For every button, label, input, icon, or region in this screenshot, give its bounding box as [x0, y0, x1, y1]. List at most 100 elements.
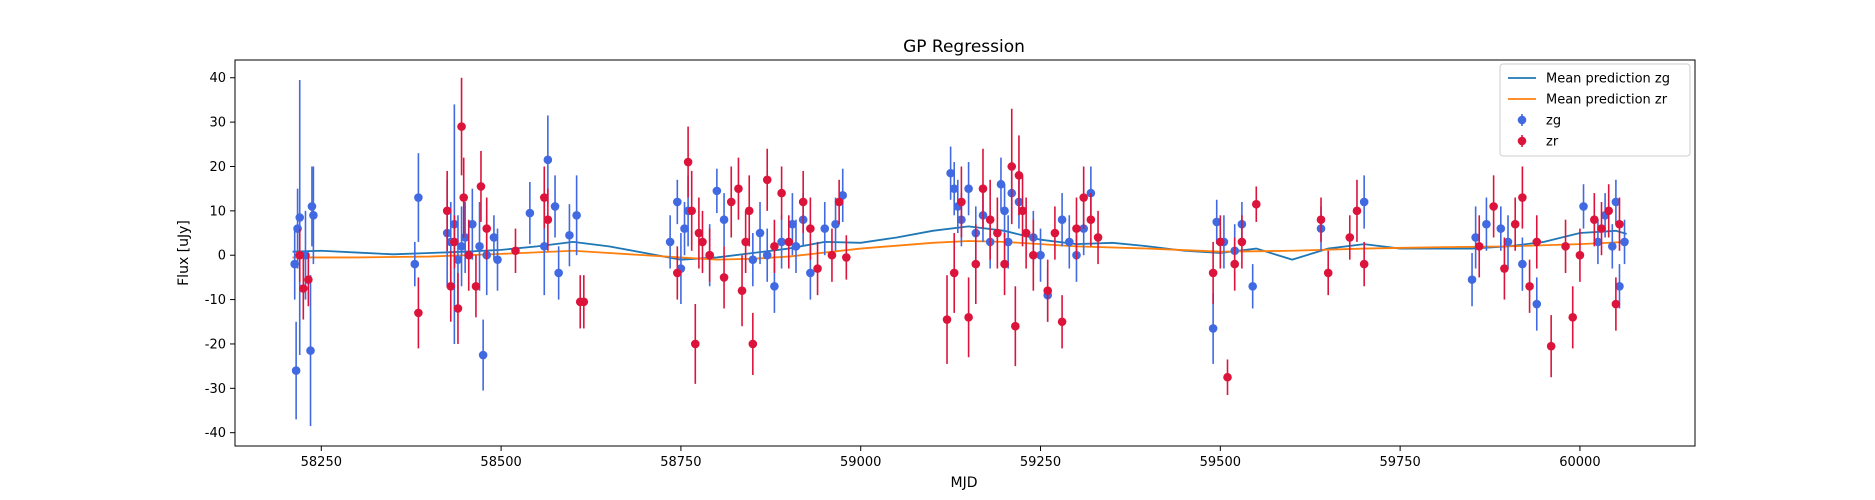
data-point-zr	[1575, 250, 1585, 260]
data-point-zr	[993, 228, 1002, 238]
legend-box	[1499, 63, 1691, 157]
data-point-zr	[985, 215, 995, 225]
data-point-zg	[550, 202, 560, 211]
data-point-zr	[1568, 313, 1578, 322]
data-point-zg	[468, 219, 477, 229]
data-point-zr	[579, 297, 589, 307]
legend-entry-label: zg	[1546, 114, 1561, 129]
data-point-zg	[755, 228, 765, 238]
data-point-zr	[1043, 286, 1053, 296]
data-point-zr	[1615, 219, 1624, 229]
data-point-zg	[1036, 250, 1045, 260]
data-point-zr	[471, 281, 481, 291]
data-point-zg	[1000, 206, 1009, 216]
y-tick-label: -30	[205, 382, 226, 397]
data-point-zg	[1057, 215, 1067, 225]
data-point-zg	[493, 255, 502, 264]
data-point-zr	[1018, 206, 1027, 216]
legend-entry-label: Mean prediction zg	[1546, 72, 1670, 87]
data-point-zg	[410, 259, 420, 269]
data-point-zg	[489, 233, 499, 242]
legend: Mean prediction zg Mean prediction zr zg zr	[1499, 63, 1691, 157]
series-zr	[295, 77, 1624, 395]
x-tick-label: 58750	[660, 455, 701, 470]
data-point-zg	[748, 255, 758, 264]
y-tick-label: -10	[205, 293, 226, 308]
data-point-zr	[1597, 224, 1606, 233]
data-point-zg	[293, 224, 302, 233]
data-point-zr	[1050, 228, 1060, 238]
data-point-zr	[1208, 268, 1218, 278]
data-point-zr	[1500, 264, 1509, 273]
x-axis-label: MJD	[951, 475, 978, 491]
data-point-zr	[414, 308, 423, 318]
data-point-zg	[453, 255, 463, 264]
data-point-zg	[806, 268, 815, 278]
data-point-zr	[543, 215, 553, 225]
data-point-zr	[1532, 237, 1542, 247]
data-point-zr	[1086, 215, 1096, 225]
data-point-zg	[762, 250, 772, 260]
y-tick-label: -20	[205, 337, 226, 352]
data-point-zg	[1359, 197, 1369, 207]
data-point-zg	[996, 179, 1006, 189]
data-point-zr	[1000, 259, 1009, 269]
data-point-zr	[1518, 193, 1527, 202]
data-point-zg	[1496, 224, 1506, 233]
data-point-zg	[1482, 219, 1491, 229]
legend-marker-swatch	[1517, 115, 1527, 125]
data-point-zg	[1532, 299, 1542, 309]
data-point-zr	[1237, 237, 1247, 247]
data-point-zr	[744, 206, 754, 216]
axes: 58250 58500 58750 59000 59250 59500 59750 60000…	[205, 71, 1601, 470]
data-point-zr	[957, 197, 966, 207]
data-point-zr	[770, 242, 779, 251]
data-point-zr	[457, 122, 466, 131]
data-point-zg	[554, 268, 563, 278]
data-point-zr	[299, 284, 308, 293]
data-point-zg	[770, 281, 779, 291]
data-point-zr	[482, 224, 492, 233]
data-point-zr	[1011, 321, 1020, 331]
y-tick-label: 10	[209, 204, 226, 219]
data-points	[290, 77, 1629, 427]
data-point-zr	[806, 224, 815, 233]
data-point-zr	[1510, 219, 1520, 229]
data-point-zg	[1503, 237, 1513, 247]
data-point-zg	[306, 346, 315, 355]
data-point-zr	[1057, 317, 1067, 327]
plot-frame	[234, 59, 1696, 447]
y-tick-label: 0	[218, 249, 226, 264]
data-point-zr	[1316, 215, 1326, 225]
data-point-zg	[838, 191, 848, 200]
data-point-zg	[946, 168, 955, 178]
data-point-zg	[788, 219, 797, 229]
data-point-zr	[1029, 250, 1038, 260]
x-tick-label: 60000	[1559, 455, 1600, 470]
data-point-zg	[820, 224, 830, 233]
data-point-zg	[565, 230, 574, 240]
x-tick-label: 59000	[840, 455, 881, 470]
legend-entry-label: zr	[1546, 135, 1559, 150]
data-point-zg	[543, 155, 553, 165]
data-point-zg	[1593, 237, 1603, 247]
data-point-zg	[1471, 233, 1480, 242]
x-tick-label: 59750	[1379, 455, 1420, 470]
data-point-zg	[1607, 242, 1617, 251]
data-point-zr	[446, 281, 456, 291]
data-point-zr	[1230, 259, 1240, 269]
data-point-zg	[1467, 275, 1477, 284]
data-point-zr	[705, 250, 714, 260]
data-point-zr	[698, 237, 707, 247]
y-axis-label: Flux [uJy]	[176, 220, 192, 286]
data-point-zr	[1345, 233, 1355, 242]
data-point-zr	[673, 268, 682, 278]
data-point-zr	[1093, 233, 1103, 242]
data-point-zr	[762, 175, 772, 185]
data-point-zr	[1611, 299, 1621, 309]
data-point-zr	[719, 273, 729, 282]
data-point-zr	[450, 237, 459, 247]
data-point-zr	[741, 237, 750, 247]
data-point-zr	[1525, 281, 1534, 291]
data-point-zr	[1590, 215, 1599, 225]
